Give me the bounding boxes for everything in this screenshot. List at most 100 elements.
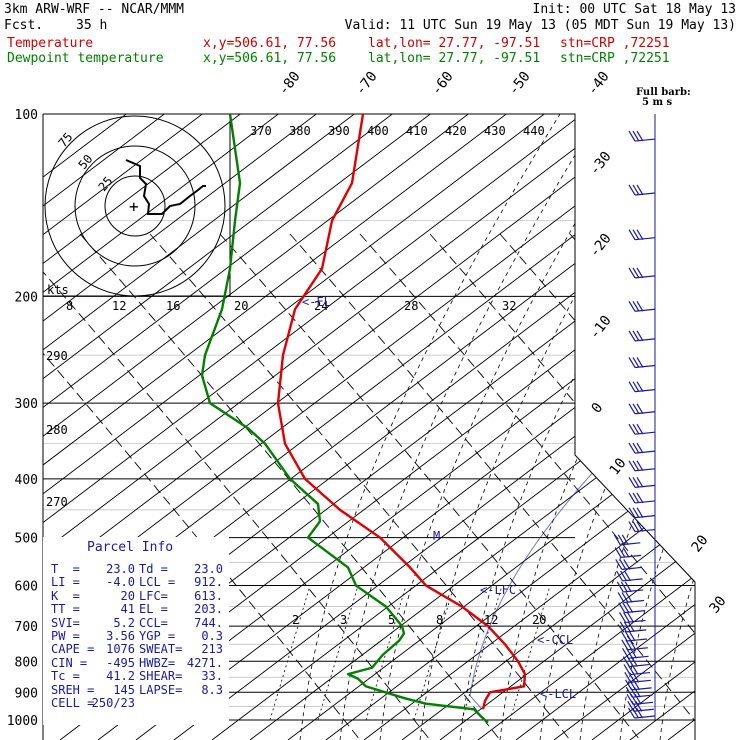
wind-barb-flag <box>621 534 629 546</box>
wind-barb-flag <box>632 267 640 279</box>
isotherm-line <box>43 114 279 740</box>
parcel-info-cell: SVI= <box>51 615 80 630</box>
lcl-annotation: <-LCL <box>540 687 576 701</box>
wind-barb-flag <box>632 477 640 488</box>
wind-barb-flag <box>628 507 636 518</box>
wind-barb-flag <box>621 639 629 651</box>
parcel-info-cell: 41.2 <box>106 669 135 684</box>
wind-barb-flag <box>616 581 624 593</box>
wind-barb-flag <box>631 664 639 675</box>
wind-barb-flag <box>636 330 644 342</box>
isotherm-label: -50 <box>506 69 534 99</box>
mixing-ratio-line <box>509 585 551 721</box>
parcel-info-cell: -4.0 <box>106 575 135 590</box>
wind-barb-flag <box>627 621 635 633</box>
pressure-label: 600 <box>15 580 38 595</box>
wind-barb-flag <box>633 686 641 698</box>
wind-barb-flag <box>628 707 636 719</box>
pressure-label: 400 <box>15 473 38 488</box>
wind-barb-flag <box>613 534 621 546</box>
wind-barb-flag <box>628 357 636 368</box>
wind-barb-flag <box>614 547 622 558</box>
wind-barb-flag <box>622 547 630 558</box>
wind-barb-flag <box>624 630 632 642</box>
parcel-info-cell: LFC= <box>139 588 168 603</box>
isotherm-line <box>325 114 695 740</box>
wind-barb-flag <box>636 521 644 532</box>
wind-barb-flag <box>618 602 626 613</box>
speed-axis-label: 28 <box>404 299 418 313</box>
mixing-ratio-label: 3 <box>340 613 347 627</box>
dewpoint-station: stn=CRP ,72251 <box>560 51 670 66</box>
wind-barb-flag <box>623 612 631 623</box>
model-title: 3km ARW-WRF -- NCAR/MMM <box>4 2 185 17</box>
wind-barb-flag <box>617 592 625 603</box>
wind-barb-flag <box>620 581 628 593</box>
wind-barb-flag <box>636 403 644 415</box>
dewpoint-xy: x,y=506.61, 77.56 <box>203 51 337 66</box>
wind-barb-flag <box>619 612 627 623</box>
wind-barb-flag <box>632 492 640 504</box>
wind-barb-flag <box>628 423 636 435</box>
parcel-info-cell: 145 <box>113 682 135 697</box>
dewpoint-line <box>200 114 489 724</box>
parcel-info-cell: 613. <box>194 588 223 603</box>
isotherm-label: 30 <box>707 593 730 616</box>
wind-barb-flag <box>632 521 640 532</box>
wind-barb-flag <box>632 423 640 435</box>
parcel-info-cell: 1076 <box>106 642 135 657</box>
wind-barb-flag <box>632 130 640 142</box>
speed-axis-label: 32 <box>502 299 516 313</box>
parcel-info-cell: CIN = <box>51 655 88 670</box>
moist-adiabat <box>579 114 695 740</box>
temperature-line <box>276 114 527 710</box>
isotherm-line <box>43 114 545 740</box>
parcel-info-cell: EL = <box>139 602 168 617</box>
parcel-info-cell: 203. <box>194 602 223 617</box>
hodograph-ring-label: 75 <box>56 130 76 150</box>
parcel-info-cell: 23.0 <box>194 562 223 576</box>
speed-axis-label: 20 <box>234 299 248 313</box>
isotherm-label: -20 <box>587 231 615 261</box>
wind-barb-flag <box>628 300 636 312</box>
el-annotation: <-EL <box>302 295 331 309</box>
parcel-info-cell: 213 <box>201 642 223 657</box>
parcel-info-cell: CELL = <box>51 696 95 710</box>
parcel-info-cell: 41 <box>120 602 135 617</box>
wind-barb-flag <box>632 330 640 342</box>
lfc-annotation: <-LFC <box>480 583 516 597</box>
dry-adiabat <box>149 233 571 740</box>
isotherm-line <box>211 114 695 740</box>
wind-barb-flag <box>628 477 636 488</box>
isotherm-label: -30 <box>587 149 615 179</box>
isotherm-line <box>553 114 695 740</box>
isotherm-label: -80 <box>276 69 304 99</box>
parcel-info-cell: 3.56 <box>106 629 135 643</box>
parcel-info-cell: Tc = <box>51 669 80 684</box>
isotherm-line <box>43 114 317 740</box>
wind-barb-flag <box>628 381 636 392</box>
wind-barb-flag <box>628 229 636 241</box>
wind-barb-flag <box>628 267 636 279</box>
wind-barb-flag <box>632 381 640 392</box>
wind-barb-flag <box>624 570 632 582</box>
wind-barb-flag <box>632 442 640 454</box>
parcel-info-cell: -495 <box>106 655 135 670</box>
theta-e-label: 380 <box>289 124 311 138</box>
wind-barb-flag <box>628 403 636 415</box>
hodograph-ring <box>74 145 196 267</box>
hodograph-unit: kts <box>47 283 69 297</box>
parcel-info-cell: CCL= <box>139 615 168 630</box>
wind-barb-flag <box>636 130 644 142</box>
parcel-info-cell: Td = <box>139 562 168 576</box>
isotherm-label: 0 <box>589 400 607 416</box>
init-time: Init: 00 UTC Sat 18 May 13 <box>532 2 737 17</box>
parcel-info-cell: 23.0 <box>106 562 135 576</box>
parcel-info-cell: K = <box>51 588 80 603</box>
pressure-label: 500 <box>15 532 38 547</box>
parcel-info-cell: LAPSE= <box>139 682 183 697</box>
mixing-ratio-label: 20 <box>532 613 546 627</box>
wind-barb-flag <box>632 707 640 719</box>
parcel-info-cell: SWEAT= <box>139 642 183 657</box>
